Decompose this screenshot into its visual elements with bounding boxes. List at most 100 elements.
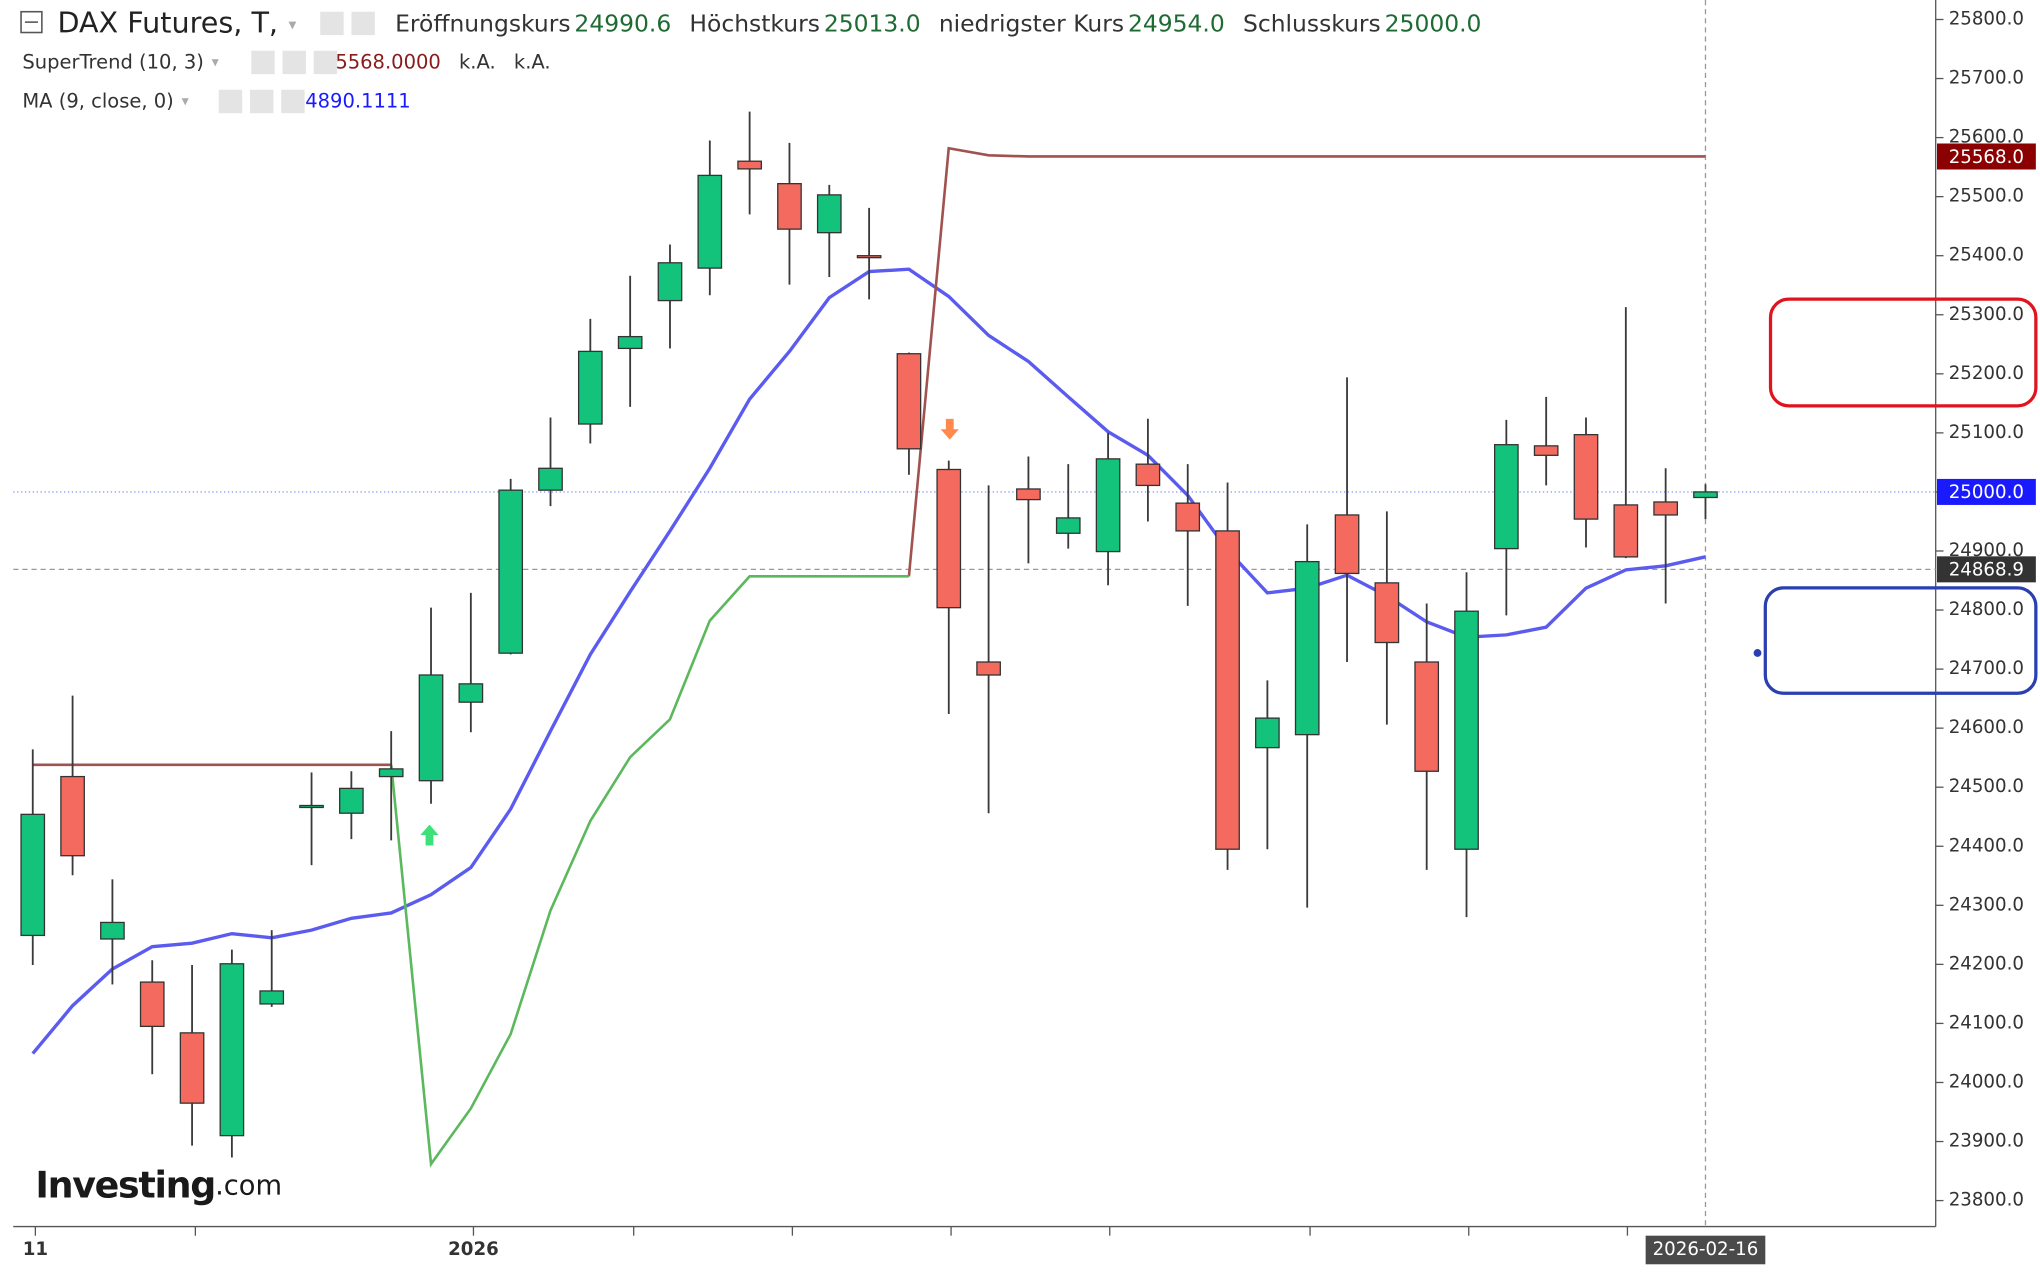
indicator-readout: k.A. bbox=[459, 50, 496, 73]
price-tag bbox=[1937, 478, 2036, 505]
price-tag-label: 25000.0 bbox=[1949, 482, 2024, 503]
chart-title: DAX Futures, T, bbox=[57, 6, 278, 40]
candle-body bbox=[1653, 501, 1679, 516]
ohlc-value: 24990.6 bbox=[574, 9, 671, 37]
candle-body bbox=[1613, 504, 1639, 558]
candle-body bbox=[1454, 610, 1479, 850]
candle-body bbox=[259, 990, 285, 1005]
x-tick-label: 2026-02-16 bbox=[1653, 1239, 1759, 1260]
candle-body bbox=[737, 160, 762, 170]
candle-body bbox=[1414, 661, 1440, 772]
indicator-label: SuperTrend (10, 3) bbox=[22, 50, 204, 73]
y-tick-label: 23900.0 bbox=[1949, 1131, 2024, 1152]
x-tick-label: 2026 bbox=[448, 1239, 499, 1260]
annotation-rectangle bbox=[1763, 586, 2038, 695]
candle-body bbox=[1374, 582, 1400, 644]
x-label-highlight bbox=[1645, 1235, 1766, 1265]
menu-caret: ▾ bbox=[212, 54, 220, 70]
price-tag bbox=[1937, 143, 2036, 170]
indicator-readout: 25568.0000 bbox=[323, 50, 441, 73]
menu-caret: ▾ bbox=[288, 15, 296, 33]
y-tick-label: 24200.0 bbox=[1949, 953, 2024, 974]
y-tick-label: 23800.0 bbox=[1949, 1190, 2024, 1211]
candles-layer bbox=[20, 111, 1718, 1158]
y-tick-label: 25800.0 bbox=[1949, 8, 2024, 29]
candle-body bbox=[896, 353, 922, 450]
candle-body bbox=[1294, 560, 1320, 736]
candle-body bbox=[179, 1032, 205, 1104]
y-tick-label: 25100.0 bbox=[1949, 422, 2024, 443]
indicator-label: MA (9, close, 0) bbox=[22, 89, 173, 112]
candle-body bbox=[1533, 445, 1559, 456]
candle-body bbox=[1175, 502, 1201, 532]
indicator-icon[interactable] bbox=[218, 89, 243, 114]
candle-body bbox=[936, 468, 962, 609]
indicator-icon[interactable] bbox=[313, 50, 338, 75]
candle-body bbox=[100, 921, 125, 940]
indicator-readout: 24890.1111 bbox=[293, 89, 411, 112]
ohlc-value: 25000.0 bbox=[1385, 9, 1482, 37]
y-tick-label: 25300.0 bbox=[1949, 304, 2024, 325]
candle-body bbox=[1055, 517, 1081, 534]
candle-body bbox=[1334, 514, 1360, 575]
candle-body bbox=[1255, 717, 1280, 749]
ma-header: MA (9, close, 0) ▾ 24890.1111 bbox=[22, 89, 410, 112]
candle-body bbox=[418, 674, 444, 782]
indicator-line bbox=[32, 146, 1706, 767]
y-tick-label: 24000.0 bbox=[1949, 1071, 2024, 1092]
candle-body bbox=[697, 174, 723, 269]
ohlc-label: niedrigster Kurs bbox=[939, 9, 1124, 37]
y-tick-label: 24100.0 bbox=[1949, 1012, 2024, 1033]
candle-body bbox=[20, 813, 46, 937]
candle-body bbox=[617, 335, 643, 350]
settings-icon[interactable] bbox=[320, 11, 344, 36]
y-tick-label: 24800.0 bbox=[1949, 599, 2024, 620]
logo: Investing.com bbox=[35, 1163, 282, 1206]
y-tick-label: 25700.0 bbox=[1949, 68, 2024, 89]
axis-labels: 23800.0 23900.0 24000.0 24100.0 24200.0 24300… bbox=[23, 8, 2024, 1265]
candle-body bbox=[777, 183, 802, 230]
logo-main: Investing bbox=[35, 1163, 215, 1206]
indicator-icon[interactable] bbox=[251, 50, 275, 75]
y-tick-label: 24900.0 bbox=[1949, 540, 2024, 561]
y-tick-label: 24400.0 bbox=[1949, 835, 2024, 856]
collapse-icon[interactable] bbox=[20, 10, 43, 34]
price-tag-label: 25568.0 bbox=[1949, 147, 2024, 168]
indicator-line bbox=[389, 575, 909, 1168]
sell-signal-arrow bbox=[940, 418, 959, 440]
menu-caret: ▾ bbox=[182, 93, 190, 109]
ohlc-label: Eröffnungskurs bbox=[395, 9, 570, 37]
ohlc-label: Höchstkurs bbox=[689, 9, 819, 37]
y-tick-label: 24700.0 bbox=[1949, 658, 2024, 679]
price-tag-label: 24868.9 bbox=[1949, 560, 2024, 581]
supertrend-header: SuperTrend (10, 3) ▾ 25568.0000 k.A. k.A. bbox=[22, 50, 550, 73]
candle-body bbox=[1215, 530, 1240, 850]
candle-body bbox=[378, 768, 404, 778]
candle-body bbox=[1016, 488, 1041, 501]
candle-body bbox=[856, 255, 882, 259]
indicator-icon[interactable] bbox=[281, 89, 305, 114]
candle-body bbox=[1095, 458, 1121, 553]
candle-body bbox=[458, 683, 484, 703]
candle-body bbox=[1135, 463, 1161, 487]
annotation-rectangle bbox=[1768, 297, 2038, 408]
y-tick-label: 25400.0 bbox=[1949, 245, 2024, 266]
x-axis-ticks bbox=[194, 1226, 1629, 1236]
candle-body bbox=[976, 661, 1001, 676]
indicator-readout: k.A. bbox=[514, 50, 551, 73]
indicator-icon[interactable] bbox=[282, 50, 306, 75]
candle-body bbox=[538, 467, 563, 491]
price-tag bbox=[1937, 556, 2036, 583]
indicator-icon[interactable] bbox=[249, 89, 274, 114]
ohlc-value: 24954.0 bbox=[1128, 9, 1225, 37]
candle-body bbox=[1493, 444, 1519, 550]
candle-body bbox=[1693, 491, 1718, 499]
ohlc-label: Schlusskurs bbox=[1243, 9, 1381, 37]
candle-body bbox=[816, 194, 842, 234]
y-tick-label: 24300.0 bbox=[1949, 894, 2024, 915]
candle-body bbox=[60, 775, 85, 857]
settings-icon[interactable] bbox=[351, 11, 375, 36]
